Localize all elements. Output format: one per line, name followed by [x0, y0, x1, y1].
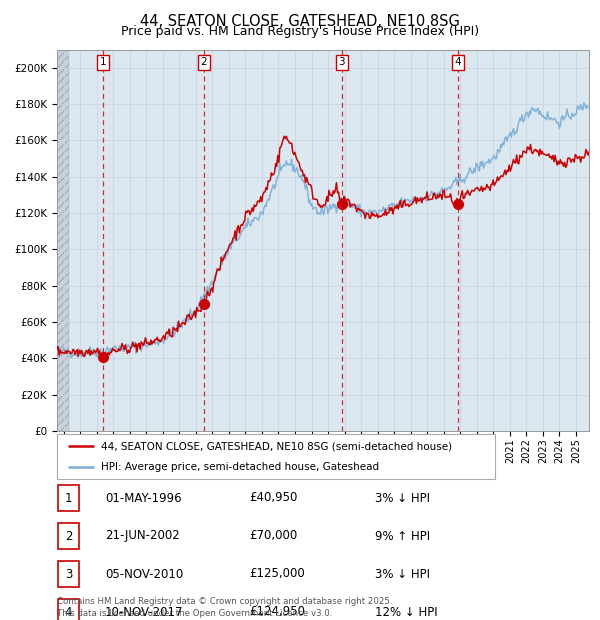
- Text: £40,950: £40,950: [249, 492, 298, 505]
- Text: 2: 2: [65, 529, 72, 542]
- Text: 4: 4: [455, 57, 461, 68]
- Text: 3% ↓ HPI: 3% ↓ HPI: [375, 492, 430, 505]
- Text: 44, SEATON CLOSE, GATESHEAD, NE10 8SG (semi-detached house): 44, SEATON CLOSE, GATESHEAD, NE10 8SG (s…: [101, 441, 452, 451]
- Text: 9% ↑ HPI: 9% ↑ HPI: [375, 529, 430, 542]
- FancyBboxPatch shape: [58, 485, 79, 512]
- Text: £70,000: £70,000: [249, 529, 297, 542]
- Text: HPI: Average price, semi-detached house, Gateshead: HPI: Average price, semi-detached house,…: [101, 461, 379, 472]
- Text: Price paid vs. HM Land Registry's House Price Index (HPI): Price paid vs. HM Land Registry's House …: [121, 25, 479, 38]
- Text: 12% ↓ HPI: 12% ↓ HPI: [375, 606, 437, 619]
- FancyBboxPatch shape: [58, 560, 79, 587]
- Text: 3% ↓ HPI: 3% ↓ HPI: [375, 567, 430, 580]
- Text: 44, SEATON CLOSE, GATESHEAD, NE10 8SG: 44, SEATON CLOSE, GATESHEAD, NE10 8SG: [140, 14, 460, 29]
- Text: 3: 3: [65, 567, 72, 580]
- Text: 05-NOV-2010: 05-NOV-2010: [105, 567, 183, 580]
- Text: £124,950: £124,950: [249, 606, 305, 619]
- Text: 2: 2: [200, 57, 207, 68]
- FancyBboxPatch shape: [58, 598, 79, 620]
- FancyBboxPatch shape: [58, 523, 79, 549]
- Text: 10-NOV-2017: 10-NOV-2017: [105, 606, 184, 619]
- Text: 21-JUN-2002: 21-JUN-2002: [105, 529, 180, 542]
- Text: Contains HM Land Registry data © Crown copyright and database right 2025.
This d: Contains HM Land Registry data © Crown c…: [57, 597, 392, 618]
- Text: 4: 4: [65, 606, 72, 619]
- Text: 1: 1: [100, 57, 106, 68]
- Text: £125,000: £125,000: [249, 567, 305, 580]
- FancyBboxPatch shape: [57, 434, 495, 479]
- Text: 1: 1: [65, 492, 72, 505]
- Text: 3: 3: [338, 57, 345, 68]
- Text: 01-MAY-1996: 01-MAY-1996: [105, 492, 182, 505]
